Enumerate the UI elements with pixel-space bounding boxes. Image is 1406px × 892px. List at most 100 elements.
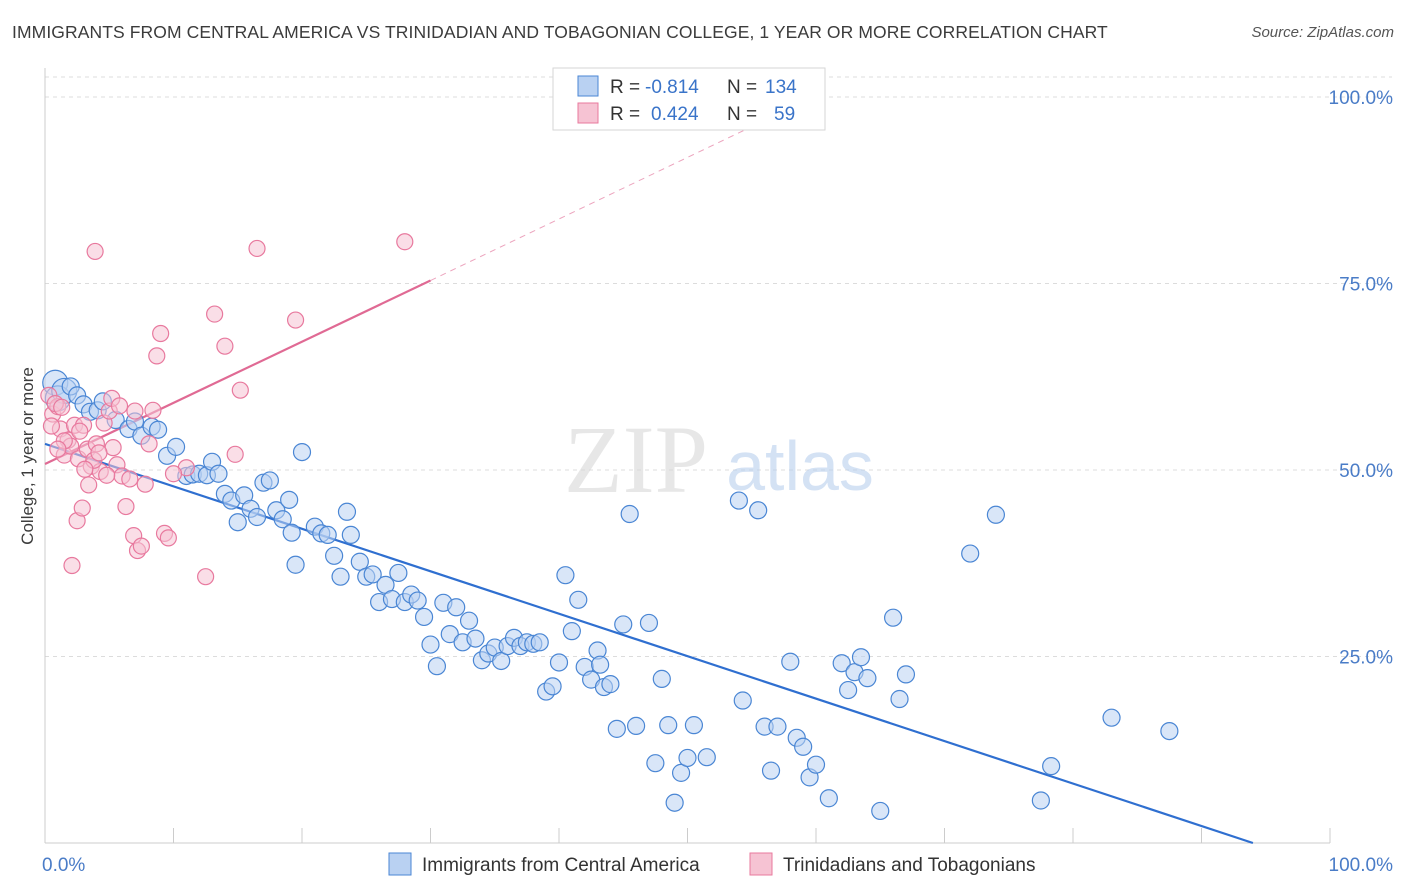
point-trinidadian <box>53 398 71 416</box>
x-tick-label: 0.0% <box>42 855 85 876</box>
point-central-america <box>569 590 588 609</box>
point-central-america <box>414 607 434 627</box>
point-central-america <box>530 633 549 652</box>
point-central-america <box>292 442 312 462</box>
point-central-america <box>652 669 671 688</box>
source-credit: Source: ZipAtlas.com <box>1251 24 1394 41</box>
point-central-america <box>749 501 768 520</box>
point-central-america <box>832 654 851 673</box>
point-central-america <box>1160 721 1179 741</box>
point-trinidadian <box>42 417 61 435</box>
point-central-america <box>781 652 800 671</box>
point-central-america <box>325 546 344 565</box>
point-central-america <box>871 801 890 821</box>
y-axis-label: College, 1 year or more <box>18 367 37 545</box>
point-central-america <box>697 748 716 767</box>
chart-title: IMMIGRANTS FROM CENTRAL AMERICA VS TRINI… <box>12 22 1108 42</box>
point-trinidadian <box>248 239 266 258</box>
trend-line-trinidadian <box>44 279 431 466</box>
point-central-america <box>363 565 382 584</box>
stats-n-value: 134 <box>765 77 797 98</box>
point-central-america <box>851 648 871 667</box>
point-central-america <box>562 622 581 641</box>
point-trinidadian <box>396 233 414 251</box>
data-points <box>40 233 1179 821</box>
point-trinidadian <box>121 470 139 488</box>
stats-r-value: -0.814 <box>645 77 699 98</box>
point-trinidadian <box>132 537 150 555</box>
point-trinidadian <box>216 337 234 355</box>
point-central-america <box>459 611 479 630</box>
tick-labels: 25.0% 50.0% 75.0% 100.0% 0.0% 100.0% <box>42 88 1393 876</box>
point-trinidadian <box>226 445 244 463</box>
y-tick-label: 25.0% <box>1339 648 1393 669</box>
point-central-america <box>341 525 360 545</box>
point-central-america <box>761 761 781 780</box>
legend-label-central-america: Immigrants from Central America <box>422 855 700 876</box>
point-central-america <box>1031 791 1050 810</box>
point-central-america <box>620 504 639 524</box>
point-central-america <box>883 608 903 627</box>
series-legend: Immigrants from Central America Trinidad… <box>388 852 1035 876</box>
point-central-america <box>440 625 459 644</box>
y-tick-label: 50.0% <box>1339 461 1393 482</box>
stats-n-label: N = <box>727 77 757 98</box>
point-trinidadian <box>80 476 98 494</box>
axes <box>44 68 1331 844</box>
point-trinidadian <box>117 497 135 516</box>
watermark-atlas: atlas <box>726 427 874 505</box>
point-trinidadian <box>197 568 215 586</box>
point-central-america <box>228 513 247 532</box>
point-central-america <box>794 737 813 756</box>
stats-r-value: 0.424 <box>651 104 699 125</box>
point-central-america <box>896 665 916 684</box>
y-tick-label: 75.0% <box>1339 275 1393 296</box>
point-central-america <box>260 471 279 490</box>
point-central-america <box>543 677 562 696</box>
legend-label-trinidadian: Trinidadians and Tobagonians <box>783 855 1035 876</box>
point-trinidadian <box>90 444 108 462</box>
point-trinidadian <box>144 401 162 419</box>
stats-r-label: R = <box>610 104 640 125</box>
stats-n-label: N = <box>727 104 757 125</box>
point-central-america <box>639 613 659 633</box>
point-trinidadian <box>71 422 89 440</box>
point-trinidadian <box>126 402 144 420</box>
point-central-america <box>337 502 357 521</box>
point-central-america <box>961 544 980 563</box>
point-central-america <box>427 657 447 676</box>
legend-swatch-trinidadian <box>749 852 773 876</box>
point-central-america <box>986 505 1006 524</box>
point-central-america <box>626 716 646 735</box>
point-central-america <box>421 635 440 654</box>
point-central-america <box>1042 757 1061 776</box>
point-central-america <box>614 615 633 634</box>
point-central-america <box>389 563 408 583</box>
point-trinidadian <box>231 381 249 399</box>
point-central-america <box>408 591 427 610</box>
stats-legend: R = -0.814 N = 134 R = 0.424 N = 59 <box>552 67 826 131</box>
point-central-america <box>1102 708 1121 727</box>
point-central-america <box>556 566 575 585</box>
watermark-zip: ZIP <box>564 406 708 513</box>
point-trinidadian <box>73 499 91 517</box>
point-central-america <box>273 510 292 529</box>
point-central-america <box>806 755 826 774</box>
point-central-america <box>209 464 228 483</box>
point-trinidadian <box>164 465 183 483</box>
point-central-america <box>839 680 858 700</box>
point-central-america <box>447 598 466 617</box>
point-trinidadian <box>63 556 81 575</box>
y-tick-label: 100.0% <box>1329 88 1394 109</box>
point-central-america <box>601 675 620 694</box>
stats-n-value: 59 <box>774 104 795 125</box>
point-central-america <box>659 716 678 735</box>
point-central-america <box>331 567 350 586</box>
point-trinidadian <box>76 460 94 478</box>
stats-legend-swatch-blue <box>577 75 599 97</box>
legend-swatch-central-america <box>388 852 412 876</box>
point-trinidadian <box>86 242 104 261</box>
point-central-america <box>858 669 877 688</box>
point-central-america <box>549 653 569 672</box>
